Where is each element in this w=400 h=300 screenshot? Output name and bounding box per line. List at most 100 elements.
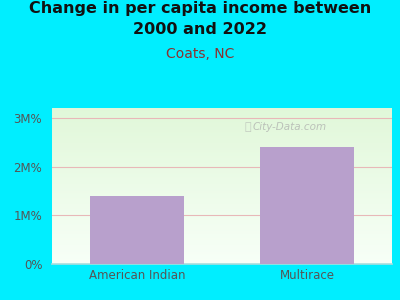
Bar	[52, 166, 392, 167]
Bar	[52, 235, 392, 236]
Bar	[52, 147, 392, 148]
Bar	[52, 225, 392, 226]
Bar	[52, 145, 392, 146]
Bar	[52, 211, 392, 212]
Text: Ⓜ: Ⓜ	[244, 122, 251, 132]
Bar	[52, 156, 392, 157]
Bar	[52, 187, 392, 188]
Bar	[52, 201, 392, 202]
Bar	[52, 132, 392, 133]
Bar	[52, 158, 392, 159]
Bar	[52, 161, 392, 162]
Bar	[52, 172, 392, 173]
Bar	[52, 131, 392, 132]
Text: City-Data.com: City-Data.com	[253, 122, 327, 132]
Bar	[52, 179, 392, 180]
Bar	[52, 174, 392, 175]
Bar	[52, 213, 392, 214]
Bar	[52, 164, 392, 165]
Bar	[52, 146, 392, 147]
Bar	[52, 129, 392, 130]
Bar	[52, 182, 392, 183]
Bar	[52, 231, 392, 232]
Bar	[52, 127, 392, 128]
Bar	[52, 114, 392, 115]
Bar	[52, 260, 392, 261]
Bar	[52, 125, 392, 126]
Bar	[52, 258, 392, 259]
Bar	[52, 262, 392, 263]
Bar	[52, 200, 392, 201]
Bar	[52, 139, 392, 140]
Bar	[52, 257, 392, 258]
Bar	[52, 151, 392, 152]
Bar	[52, 217, 392, 218]
Bar	[52, 218, 392, 219]
Bar	[52, 254, 392, 255]
Bar	[52, 130, 392, 131]
Bar	[52, 141, 392, 142]
Bar	[52, 116, 392, 117]
Bar	[52, 253, 392, 254]
Bar	[52, 251, 392, 252]
Bar	[52, 239, 392, 240]
Text: Change in per capita income between: Change in per capita income between	[29, 2, 371, 16]
Bar	[52, 242, 392, 243]
Bar	[52, 149, 392, 150]
Bar	[52, 148, 392, 149]
Bar	[52, 175, 392, 176]
Bar	[52, 124, 392, 125]
Bar	[52, 155, 392, 156]
Bar	[52, 212, 392, 213]
Bar	[52, 215, 392, 216]
Bar	[52, 133, 392, 134]
Bar	[52, 154, 392, 155]
Bar	[52, 222, 392, 223]
Bar	[52, 184, 392, 185]
Bar	[52, 236, 392, 237]
Bar	[52, 183, 392, 184]
Bar	[52, 177, 392, 178]
Bar	[52, 197, 392, 198]
Bar	[52, 240, 392, 241]
Bar	[52, 181, 392, 182]
Bar	[52, 229, 392, 230]
Bar	[90, 196, 184, 264]
Bar	[52, 208, 392, 209]
Bar	[52, 204, 392, 205]
Bar	[52, 185, 392, 186]
Bar	[52, 243, 392, 244]
Bar	[52, 233, 392, 234]
Bar	[52, 121, 392, 122]
Bar	[52, 245, 392, 246]
Bar	[52, 123, 392, 124]
Bar	[52, 210, 392, 211]
Bar	[52, 178, 392, 179]
Bar	[52, 196, 392, 197]
Bar	[52, 209, 392, 210]
Bar	[52, 157, 392, 158]
Bar	[52, 115, 392, 116]
Bar	[52, 186, 392, 187]
Bar	[52, 252, 392, 253]
Bar	[52, 249, 392, 250]
Bar	[52, 170, 392, 171]
Bar	[52, 202, 392, 203]
Bar	[52, 224, 392, 225]
Bar	[52, 216, 392, 217]
Bar	[52, 189, 392, 190]
Text: Coats, NC: Coats, NC	[166, 46, 234, 61]
Bar	[52, 180, 392, 181]
Bar	[52, 246, 392, 247]
Bar	[52, 118, 392, 119]
Bar	[52, 228, 392, 229]
Bar	[52, 138, 392, 139]
Bar	[52, 203, 392, 204]
Bar	[52, 227, 392, 228]
Bar	[52, 111, 392, 112]
Bar	[52, 162, 392, 163]
Bar	[52, 193, 392, 194]
Bar	[52, 191, 392, 192]
Bar	[52, 202, 392, 203]
Bar	[52, 143, 392, 144]
